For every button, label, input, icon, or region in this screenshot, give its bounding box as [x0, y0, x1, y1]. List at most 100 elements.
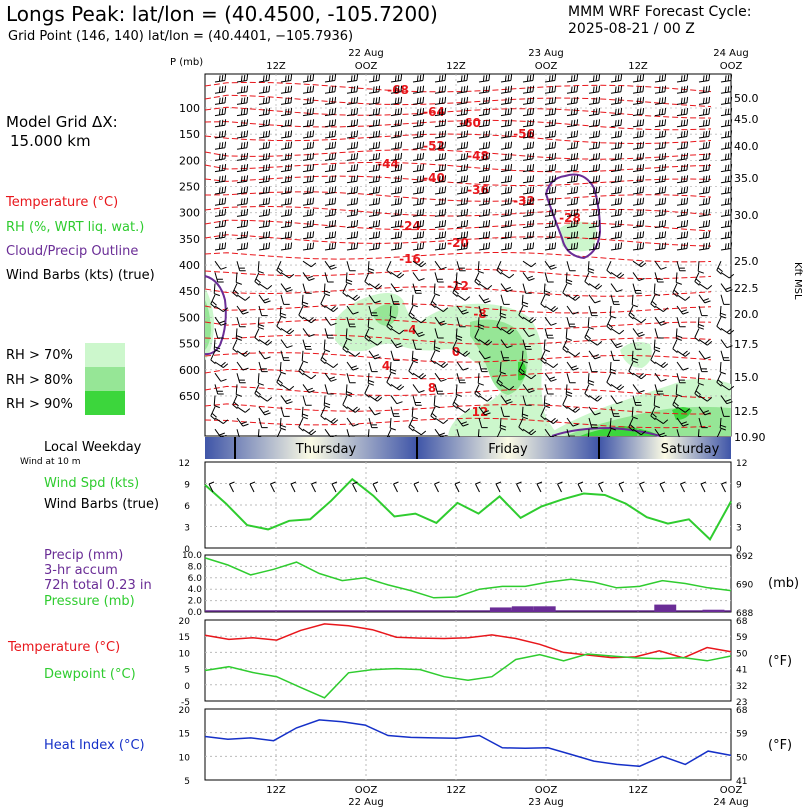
wind-barb	[279, 305, 287, 319]
wind-barb	[346, 119, 359, 128]
wind-barb	[214, 85, 227, 94]
wind-barb	[654, 242, 667, 251]
temperature-contour	[204, 149, 712, 160]
wind-barb	[500, 327, 515, 335]
local-weekday-label: Local Weekday	[44, 440, 142, 455]
wind-barb	[654, 316, 667, 326]
legend-temperature: Temperature (°C)	[6, 195, 119, 210]
wind-barb	[566, 130, 579, 139]
wind-tick-label-right: 3	[736, 524, 742, 534]
wind-barb	[302, 197, 315, 206]
temperature-contour-label: -32	[513, 194, 535, 208]
rh-shade-region	[205, 300, 211, 350]
wind-barb	[522, 119, 535, 128]
wind-barb	[456, 350, 471, 357]
wind-barb	[478, 141, 491, 150]
grid-point-subtitle: Grid Point (146, 140) lat/lon = (40.4401…	[8, 29, 354, 44]
wind-barb	[276, 316, 282, 331]
wind-barb	[258, 283, 273, 290]
wind-barb	[324, 119, 337, 128]
top-date-label: 22 Aug	[348, 48, 383, 59]
wind-barb	[609, 305, 616, 319]
rh90-swatch	[85, 391, 125, 415]
wind-barb	[456, 85, 469, 94]
wind-barb	[324, 85, 337, 94]
wind-barb	[214, 428, 227, 438]
wind-barb	[544, 231, 557, 240]
wind-barb	[588, 350, 601, 360]
wind-barb	[301, 406, 309, 420]
mb-unit-label: (mb)	[768, 576, 800, 591]
precip-tick-label: 6.0	[188, 574, 203, 584]
bottom-time-label: 12Z	[446, 785, 466, 796]
wind-barb	[236, 74, 249, 83]
wind-barb	[364, 272, 370, 286]
wind-barb	[434, 175, 447, 184]
wind-barb	[214, 108, 227, 117]
wind-barb	[478, 339, 493, 346]
surface-wind-barb	[270, 481, 276, 493]
temperature-contour	[204, 106, 712, 119]
wind-barb	[606, 260, 612, 275]
bottom-time-label: OOZ	[355, 785, 378, 796]
wind-barb	[522, 260, 537, 268]
wind-barb	[302, 208, 315, 217]
wind-barb	[302, 328, 315, 337]
wind-barb	[632, 152, 645, 161]
surface-wind-barb	[659, 481, 666, 493]
wind-barb	[676, 208, 689, 217]
wind-barb	[478, 361, 488, 373]
wind-barb	[562, 339, 569, 353]
wind-barb	[698, 305, 708, 317]
wind-barb	[346, 152, 359, 161]
wind-barb	[412, 242, 425, 251]
wind-barb	[610, 141, 623, 150]
wind-barb	[698, 294, 711, 304]
wind-barb	[500, 96, 513, 105]
wind-barb	[474, 272, 481, 286]
surface-wind-barb	[311, 481, 317, 493]
wind-barb	[210, 406, 217, 421]
wind-barb	[324, 384, 334, 395]
wind-barb	[588, 108, 601, 117]
wind-barb	[302, 175, 315, 184]
wind-barb	[324, 141, 337, 150]
wind-barb	[412, 220, 425, 229]
wind-barb	[522, 384, 535, 393]
surface-wind-barb	[536, 481, 543, 493]
wind-barb	[434, 220, 447, 229]
wind-barb	[324, 108, 337, 117]
wind-barb	[452, 339, 458, 353]
wind-barb	[324, 220, 337, 229]
wind-barb	[544, 197, 557, 206]
surface-wind-barb	[229, 481, 235, 493]
wind-barb	[302, 272, 315, 281]
wind-barb	[390, 152, 403, 161]
wind-speed-label: Wind Spd (kts)	[44, 476, 140, 491]
temperature-contour	[204, 94, 712, 108]
wind-barb	[544, 208, 557, 217]
wind-barb	[675, 328, 683, 341]
wind-barb	[566, 317, 576, 328]
wind-barb	[631, 350, 639, 364]
wind-barb	[588, 339, 603, 346]
temperature-contour	[204, 191, 712, 202]
wind-barb	[301, 350, 308, 364]
wind-barb	[654, 119, 667, 128]
wind-barb	[676, 317, 686, 328]
wind-barb	[610, 208, 623, 217]
wind-barb	[345, 328, 352, 341]
temperature-contour	[204, 352, 712, 363]
heat-fahrenheit-tick: 50	[736, 753, 748, 763]
wind-barb	[522, 152, 535, 161]
wind-barb	[544, 316, 557, 326]
temperature-contour-label: -24	[399, 219, 421, 233]
wind-barb	[456, 294, 471, 301]
wind-barb	[368, 141, 381, 150]
wind-barb	[368, 164, 381, 173]
wind-barb	[588, 164, 601, 173]
wind-barb	[346, 406, 361, 413]
wind-barb	[566, 141, 579, 150]
wind-barb	[544, 428, 557, 438]
